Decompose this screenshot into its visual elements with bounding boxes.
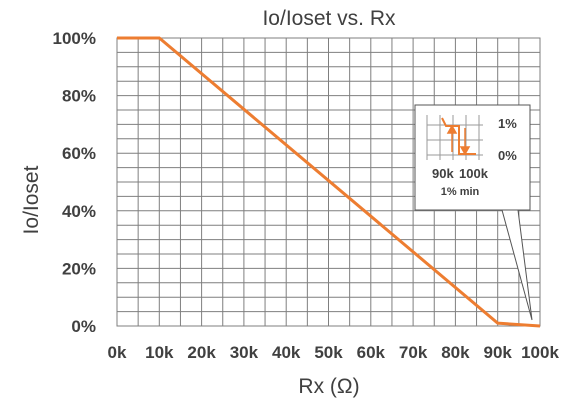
plot-frame	[116, 37, 541, 327]
inset-arrow-up	[446, 124, 458, 152]
inset-label-90k: 90k	[432, 166, 454, 181]
x-tick-label: 50k	[314, 343, 343, 362]
x-tick-label: 80k	[441, 343, 470, 362]
inset-label-1pct: 1%	[498, 116, 517, 131]
inset-grid	[426, 115, 483, 160]
grid	[117, 38, 540, 326]
inset-box	[414, 104, 531, 211]
y-tick-label: 40%	[62, 202, 96, 221]
x-tick-label: 30k	[230, 343, 259, 362]
inset-label-1pct-min: 1% min	[441, 186, 480, 198]
inset-callout: 1% 0% 90k 100k 1% min	[414, 104, 533, 321]
x-axis-title: Rx (Ω)	[298, 375, 359, 398]
x-tick-labels: 0k 10k 20k 30k 40k 50k 60k 70k 80k 90k 100k	[108, 343, 560, 362]
inset-arrow-down	[459, 128, 471, 156]
x-tick-label: 100k	[521, 343, 559, 362]
x-tick-label: 60k	[357, 343, 386, 362]
y-tick-label: 60%	[62, 144, 96, 163]
x-tick-label: 10k	[145, 343, 174, 362]
x-tick-label: 0k	[108, 343, 127, 362]
y-tick-label: 100%	[53, 29, 96, 48]
series-line	[117, 36, 541, 328]
x-tick-label: 40k	[272, 343, 301, 362]
inset-label-100k: 100k	[459, 166, 489, 181]
y-axis-title: Io/Ioset	[20, 165, 43, 234]
chart-title: Io/Ioset vs. Rx	[262, 7, 396, 30]
inset-callout-pointer	[501, 209, 533, 321]
x-tick-label: 70k	[399, 343, 428, 362]
y-tick-label: 0%	[71, 317, 96, 336]
x-tick-label: 20k	[187, 343, 216, 362]
y-tick-labels: 0% 20% 40% 60% 80% 100%	[53, 29, 96, 336]
y-tick-label: 80%	[62, 87, 96, 106]
inset-label-0pct: 0%	[498, 148, 517, 163]
y-tick-label: 20%	[62, 259, 96, 278]
x-tick-label: 90k	[484, 343, 513, 362]
series-group	[117, 36, 541, 328]
